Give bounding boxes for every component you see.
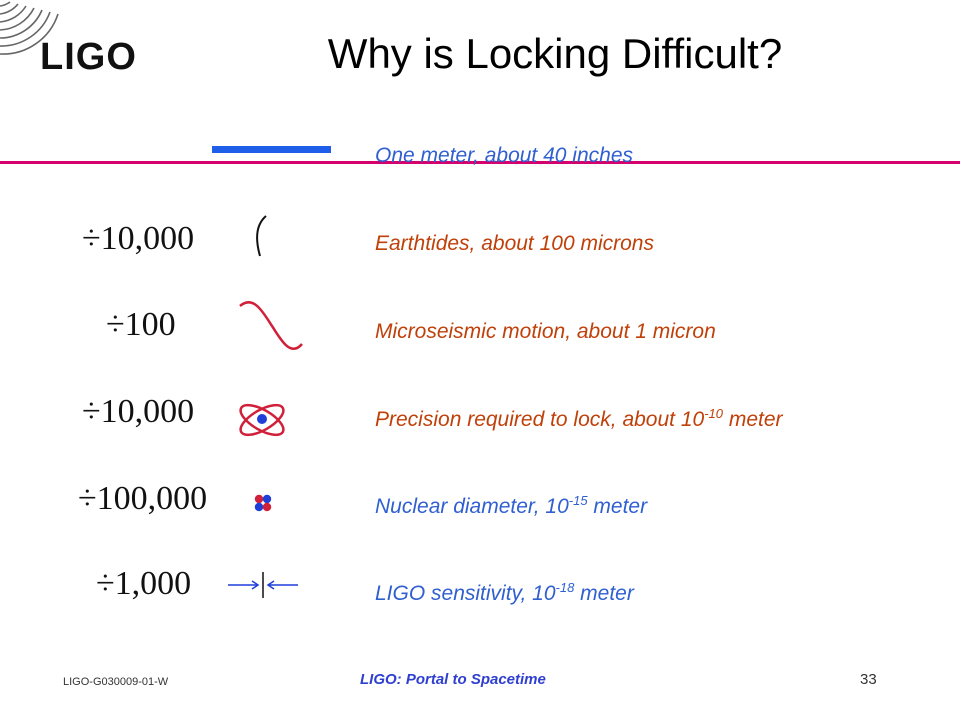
- document-id: LIGO-G030009-01-W: [63, 676, 169, 688]
- row-description: One meter, about 40 inches: [375, 144, 633, 168]
- row-description-text: One meter, about 40 inches: [375, 144, 633, 167]
- sine-wave-icon: [239, 301, 303, 350]
- row-exponent: -18: [555, 580, 575, 595]
- row-description-text: Nuclear diameter, 10: [375, 495, 569, 518]
- ligo-logo-text: LIGO: [40, 36, 137, 78]
- row-divisor: ÷10,000: [82, 393, 195, 430]
- atom-icon: [239, 403, 285, 437]
- row-unit: meter: [574, 582, 634, 605]
- row-description-text: Precision required to lock, about 10: [375, 408, 705, 431]
- footer-title: LIGO: Portal to Spacetime: [360, 671, 546, 688]
- row-exponent: -15: [568, 493, 588, 508]
- row-description-text: Microseismic motion, about 1 micron: [375, 320, 716, 343]
- slide-title: Why is Locking Difficult?: [327, 30, 783, 77]
- row-divisor: ÷100: [106, 306, 176, 343]
- row-divisor: ÷100,000: [78, 480, 208, 517]
- row-description: Earthtides, about 100 microns: [375, 232, 654, 256]
- ligo-wave-arcs-icon: [0, 1, 59, 55]
- row-description: Nuclear diameter, 10-15 meter: [375, 493, 647, 519]
- row-description-text: Earthtides, about 100 microns: [375, 232, 654, 255]
- row-description-text: LIGO sensitivity, 10: [375, 582, 556, 605]
- row-exponent: -10: [704, 406, 723, 421]
- small-arc-icon: [256, 215, 267, 257]
- nucleus-icon: [254, 494, 272, 512]
- title-divider: [0, 161, 960, 164]
- row-unit: meter: [587, 495, 648, 518]
- page-number: 33: [860, 671, 877, 688]
- row-divisor: ÷1,000: [96, 565, 192, 602]
- row-description: Microseismic motion, about 1 micron: [375, 320, 716, 344]
- row-unit: meter: [723, 408, 783, 431]
- row-divisor: ÷10,000: [82, 220, 195, 257]
- meter-bar-icon: [212, 146, 331, 153]
- converging-arrows-icon: [228, 572, 298, 598]
- row-description: Precision required to lock, about 10-10 …: [375, 406, 783, 432]
- row-description: LIGO sensitivity, 10-18 meter: [375, 580, 634, 606]
